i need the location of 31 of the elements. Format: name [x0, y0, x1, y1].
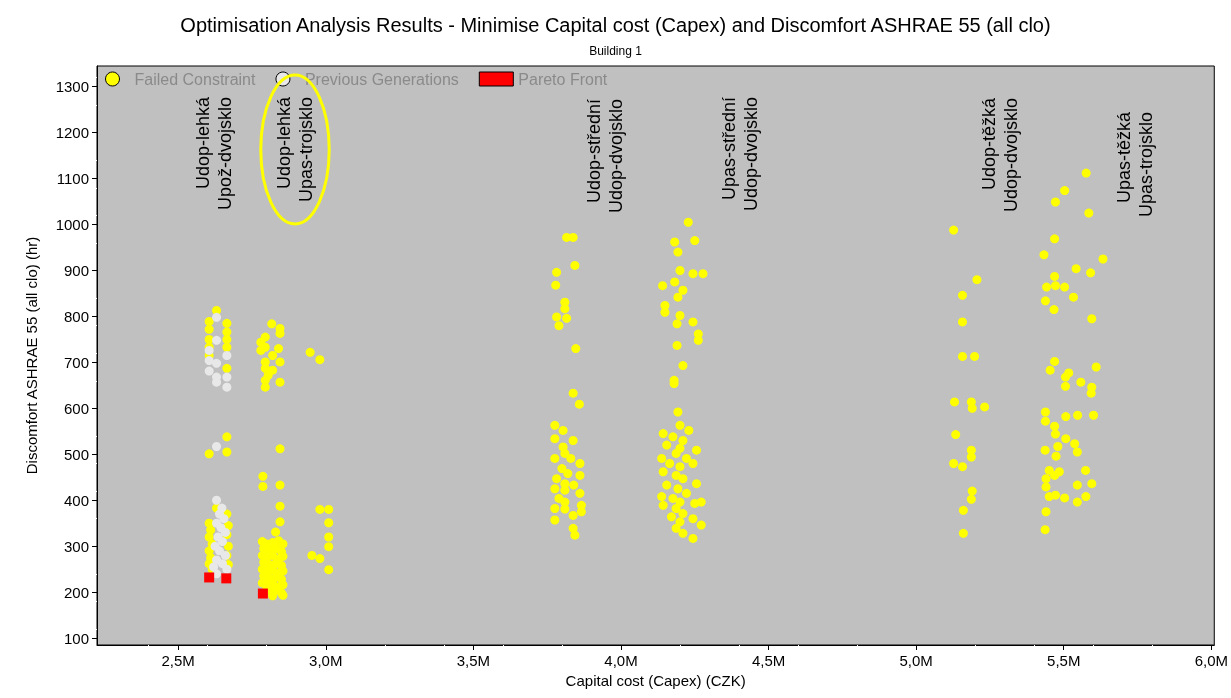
x-tick-label: 3,0M: [309, 652, 343, 669]
y-tick-label: 200: [63, 583, 89, 601]
x-tick-label: 3,5M: [456, 652, 491, 669]
annotation: Udop-lehká Upas-trojsklo: [273, 96, 317, 203]
y-tick-label: 400: [63, 491, 89, 509]
chart-title: Optimisation Analysis Results - Minimise Capital cost (Capex) and Discomfort ASHRAE 55 (all clo): [180, 14, 1051, 36]
y-tick-label: 1200: [55, 124, 89, 142]
y-tick-label: 500: [63, 445, 89, 463]
chart-subtitle: Building 1: [589, 44, 643, 58]
x-tick-label: 6,0M: [1194, 652, 1229, 669]
y-tick-label: 1000: [55, 216, 89, 234]
y-tick-label: 100: [63, 629, 89, 647]
x-tick-label: 4,0M: [604, 652, 638, 669]
y-tick-label: 300: [63, 537, 89, 555]
x-tick-label: 4,5M: [751, 652, 786, 669]
y-tick-label: 800: [63, 307, 89, 325]
x-tick-label: 5,0M: [899, 652, 933, 669]
y-tick-label: 1100: [56, 170, 89, 188]
y-axis-title: Discomfort ASHRAE 55 (all clo) (hr): [23, 236, 40, 475]
annotation: Upas-těžká Upas-trojsklo: [1113, 111, 1157, 218]
x-axis-title: Capital cost (Capex) (CZK): [565, 671, 746, 689]
y-tick-label: 1300: [55, 78, 89, 96]
annotation: Udop-lehká Upož-dvojsklo: [192, 96, 236, 211]
x-tick-label: 5,5M: [1047, 652, 1081, 669]
annotation: Upas-střední Udop-dvojsklo: [718, 97, 762, 212]
y-tick-label: 600: [63, 399, 89, 417]
y-tick-label: 900: [63, 261, 89, 279]
y-tick-label: 700: [63, 353, 89, 371]
annotation: Udop-těžká Udop-dvojsklo: [978, 97, 1022, 213]
x-tick-label: 2,5M: [161, 652, 195, 669]
annotation: Udop-střední Udop-dvojsklo: [583, 99, 627, 214]
